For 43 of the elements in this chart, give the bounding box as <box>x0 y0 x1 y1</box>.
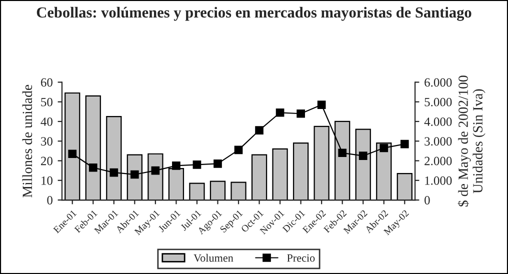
bar <box>230 182 246 200</box>
point <box>151 166 160 175</box>
y2-tick-label: 2.000 <box>424 156 452 166</box>
bar <box>396 172 412 200</box>
y-tick-label: 30 <box>41 137 52 146</box>
point <box>380 144 388 152</box>
y-tick-label: 40 <box>40 118 52 126</box>
point <box>88 163 98 172</box>
point <box>358 152 368 160</box>
legend-label: Volumen <box>194 254 234 262</box>
point <box>68 150 77 158</box>
point <box>276 108 284 117</box>
y2-tick-label: 3.000 <box>424 137 452 146</box>
bar <box>189 182 205 200</box>
y-tick-label: 10 <box>42 176 52 185</box>
point <box>400 140 409 148</box>
y2-tick-label: 4.000 <box>424 118 452 126</box>
point <box>317 100 326 109</box>
y2-tick-label: 0 <box>424 196 430 204</box>
bar <box>272 148 288 200</box>
y2-axis-title: $ de Mayo de 2002/100 Unidades (Sin Iva) <box>458 76 486 206</box>
point <box>338 148 347 158</box>
point <box>234 146 243 154</box>
point <box>296 109 305 118</box>
y-axis-title: Millones de unidade <box>22 84 32 198</box>
y-tick-label: 50 <box>41 98 52 106</box>
y2-tick-label: 1.000 <box>425 176 452 185</box>
bar <box>251 154 268 200</box>
y-tick-label: 20 <box>40 156 52 166</box>
y2-tick-label: 6.000 <box>424 78 452 87</box>
y2-tick-label: 5.000 <box>424 98 452 106</box>
point <box>214 160 222 168</box>
bar <box>292 142 309 200</box>
chart-title: Cebollas: volúmenes y precios en mercados mayoristas de Santiago <box>36 6 472 21</box>
point <box>130 170 139 179</box>
point <box>110 168 118 177</box>
bar <box>210 180 226 200</box>
point <box>255 126 264 134</box>
legend-label: Precio <box>287 254 315 262</box>
y-tick-label: 0 <box>47 196 52 204</box>
point <box>192 160 202 169</box>
point <box>172 161 180 170</box>
y-tick-label: 60 <box>40 78 52 87</box>
